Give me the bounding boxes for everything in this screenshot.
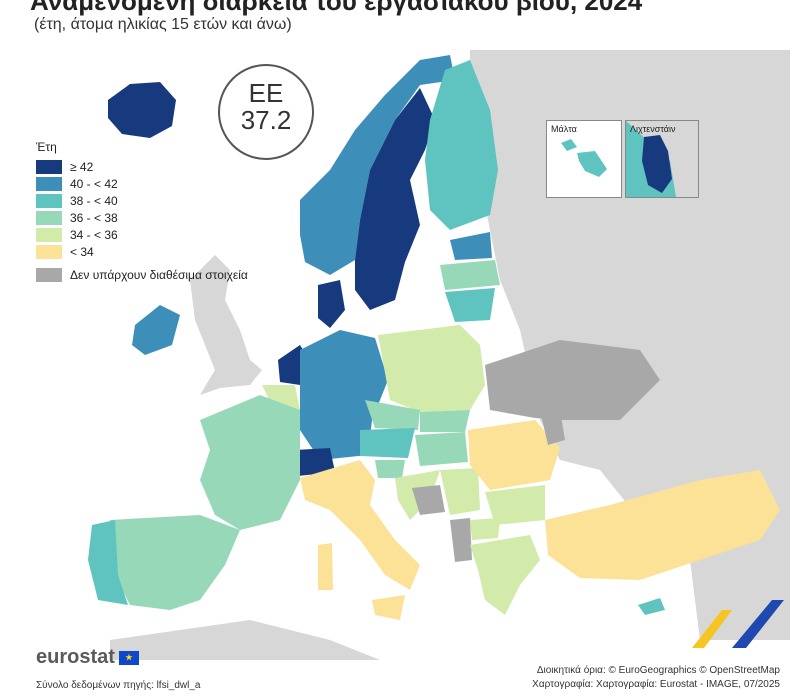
legend-label: ≥ 42 [70,159,94,174]
map-title: Αναμενόμενη διάρκεια του εργασιακού βίου… [30,0,643,16]
region-moldova [540,410,565,445]
region-north-africa [110,620,380,660]
region-hungary [415,432,468,466]
legend-label: 34 - < 36 [70,227,118,242]
eu-flag-icon: ★ [118,650,139,665]
legend-item: 34 - < 36 [36,226,248,243]
region-estonia [450,232,492,260]
source-dataset: Σύνολο δεδομένων πηγής: lfsi_dwl_a [36,680,201,691]
liechtenstein-inset: Λιχτενστάιν [625,120,699,198]
region-bosnia [412,485,445,515]
region-lithuania [445,288,495,322]
region-sweden [355,88,435,310]
map-credits: Διοικητικά όρια: © EuroGeographics © Ope… [532,664,780,692]
legend-item: ≥ 42 [36,158,248,175]
region-greece [470,535,540,615]
legend-item: 38 - < 40 [36,192,248,209]
legend-label: 36 - < 38 [70,210,118,225]
legend-title: Έτη [36,140,57,154]
region-portugal [88,520,128,605]
malta-inset-label: Μάλτα [551,124,577,134]
eurostat-logo-text: eurostat [36,646,115,668]
legend-swatch [36,210,62,225]
legend-item: 40 - < 42 [36,175,248,192]
map-legend: Έτη ≥ 42 40 - < 42 38 - < 40 36 - < 38 34 - … [36,140,248,283]
legend-label: 40 - < 42 [70,176,118,191]
legend-swatch [36,176,62,191]
map-subtitle: (έτη, άτομα ηλικίας 15 ετών και άνω) [34,16,292,33]
region-germany [300,330,388,460]
image-logo-stripe-yellow [692,610,732,648]
region-cyprus [638,598,665,615]
region-france [200,395,300,530]
credit-cartography: Χαρτογραφία: Χαρτογραφία: Eurostat - IMA… [532,679,780,690]
region-ireland [132,305,180,355]
region-austria [360,428,415,458]
region-romania [468,420,560,490]
legend-swatch-no-data [36,267,62,282]
region-slovakia [420,410,470,432]
region-iceland [108,82,176,138]
malta-inset: Μάλτα [546,120,622,198]
region-ukraine [485,340,660,420]
region-uk [190,255,262,395]
legend-label-no-data: Δεν υπάρχουν διαθέσιμα στοιχεία [70,267,248,282]
region-latvia [440,260,500,290]
legend-swatch [36,244,62,259]
legend-item-no-data: Δεν υπάρχουν διαθέσιμα στοιχεία [36,266,248,283]
region-bulgaria [485,485,545,525]
region-denmark [318,280,345,328]
legend-swatch [36,193,62,208]
eurostat-logo: eurostat ★ [36,646,139,669]
eu-average-badge: EE 37.2 [218,64,314,160]
region-north-macedonia [470,518,500,540]
legend-swatch [36,159,62,174]
region-italy [300,460,420,590]
region-norway [300,55,455,275]
region-czechia [365,400,420,430]
liechtenstein-inset-map [626,121,698,197]
region-albania [450,518,472,562]
region-finland [425,60,498,230]
region-serbia [440,468,480,515]
eu-value: 37.2 [240,105,292,135]
region-spain [110,515,240,610]
region-belgium [262,385,300,412]
region-sicily [372,595,405,620]
legend-swatch [36,227,62,242]
malta-inset-map [561,139,607,177]
legend-item: 36 - < 38 [36,209,248,226]
legend-item: < 34 [36,243,248,260]
liechtenstein-inset-label: Λιχτενστάιν [630,124,676,134]
eu-code: EE [248,78,284,108]
legend-label: 38 - < 40 [70,193,118,208]
credit-boundaries: Διοικητικά όρια: © EuroGeographics © Ope… [536,665,780,676]
region-malta [561,139,607,177]
region-sardinia [318,543,333,590]
region-liechtenstein-inset-bg [626,121,698,197]
region-slovenia [375,460,405,478]
region-switzerland [295,448,335,476]
region-turkiye [545,470,780,580]
image-logo-stripe-blue [732,600,784,648]
region-poland [378,325,485,412]
region-liechtenstein [642,135,672,193]
legend-label: < 34 [70,244,94,259]
image-logo-icon [692,600,784,648]
